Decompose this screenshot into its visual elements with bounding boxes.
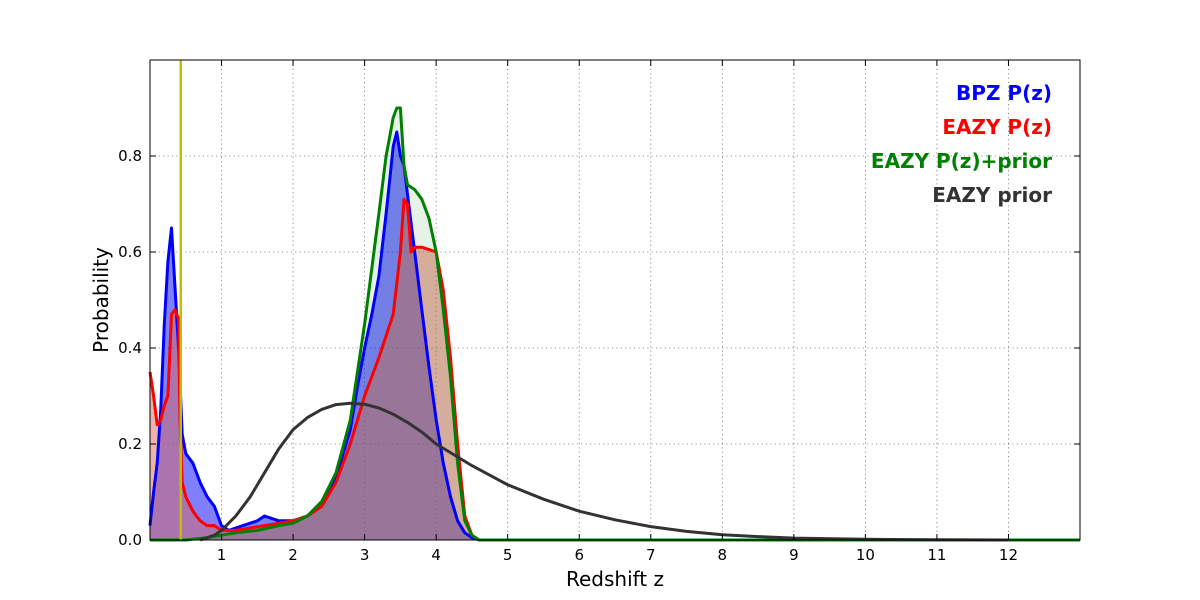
y-tick-label: 0.2 bbox=[118, 435, 142, 453]
ticks: 1 2 3 4 5 6 7 8 9 10 11 120.00.20.40.60.8 bbox=[118, 60, 1080, 564]
grid bbox=[150, 60, 1080, 540]
x-tick-label: 9 bbox=[789, 546, 799, 564]
series-fills bbox=[150, 108, 1080, 540]
x-tick-label: 7 bbox=[646, 546, 656, 564]
x-tick-label: 8 bbox=[718, 546, 728, 564]
x-tick-label: 2 bbox=[288, 546, 298, 564]
series-fill-eazy-p-z-prior bbox=[150, 108, 1080, 540]
legend: BPZ P(z) EAZY P(z) EAZY P(z)+prior EAZY pri… bbox=[871, 81, 1052, 207]
y-tick-label: 0.4 bbox=[118, 339, 142, 357]
y-tick-label: 0.6 bbox=[118, 243, 142, 261]
x-tick-label: 4 bbox=[431, 546, 441, 564]
legend-entry-eazy-prior: EAZY prior bbox=[932, 183, 1052, 207]
y-tick-label: 0.8 bbox=[118, 147, 142, 165]
plot-frame bbox=[149, 59, 1081, 541]
series-fill-eazy-p-z bbox=[150, 199, 1080, 540]
legend-entry-eazy-p-z: EAZY P(z) bbox=[942, 115, 1052, 139]
legend-entry-bpz-p-z: BPZ P(z) bbox=[956, 81, 1052, 105]
x-tick-label: 12 bbox=[999, 546, 1018, 564]
x-tick-label: 11 bbox=[927, 546, 946, 564]
y-axis-label: Probability bbox=[89, 247, 113, 353]
x-tick-label: 5 bbox=[503, 546, 513, 564]
legend-entry-eazy-p-z-prior: EAZY P(z)+prior bbox=[871, 149, 1052, 173]
x-tick-label: 6 bbox=[574, 546, 584, 564]
x-tick-label: 3 bbox=[360, 546, 370, 564]
x-axis-label: Redshift z bbox=[566, 567, 664, 591]
y-tick-label: 0.0 bbox=[118, 531, 142, 549]
x-tick-label: 10 bbox=[856, 546, 875, 564]
series-line-bpz-p-z bbox=[148, 130, 1080, 542]
series-line-eazy-p-z-prior bbox=[150, 106, 1080, 542]
x-tick-label: 1 bbox=[217, 546, 227, 564]
